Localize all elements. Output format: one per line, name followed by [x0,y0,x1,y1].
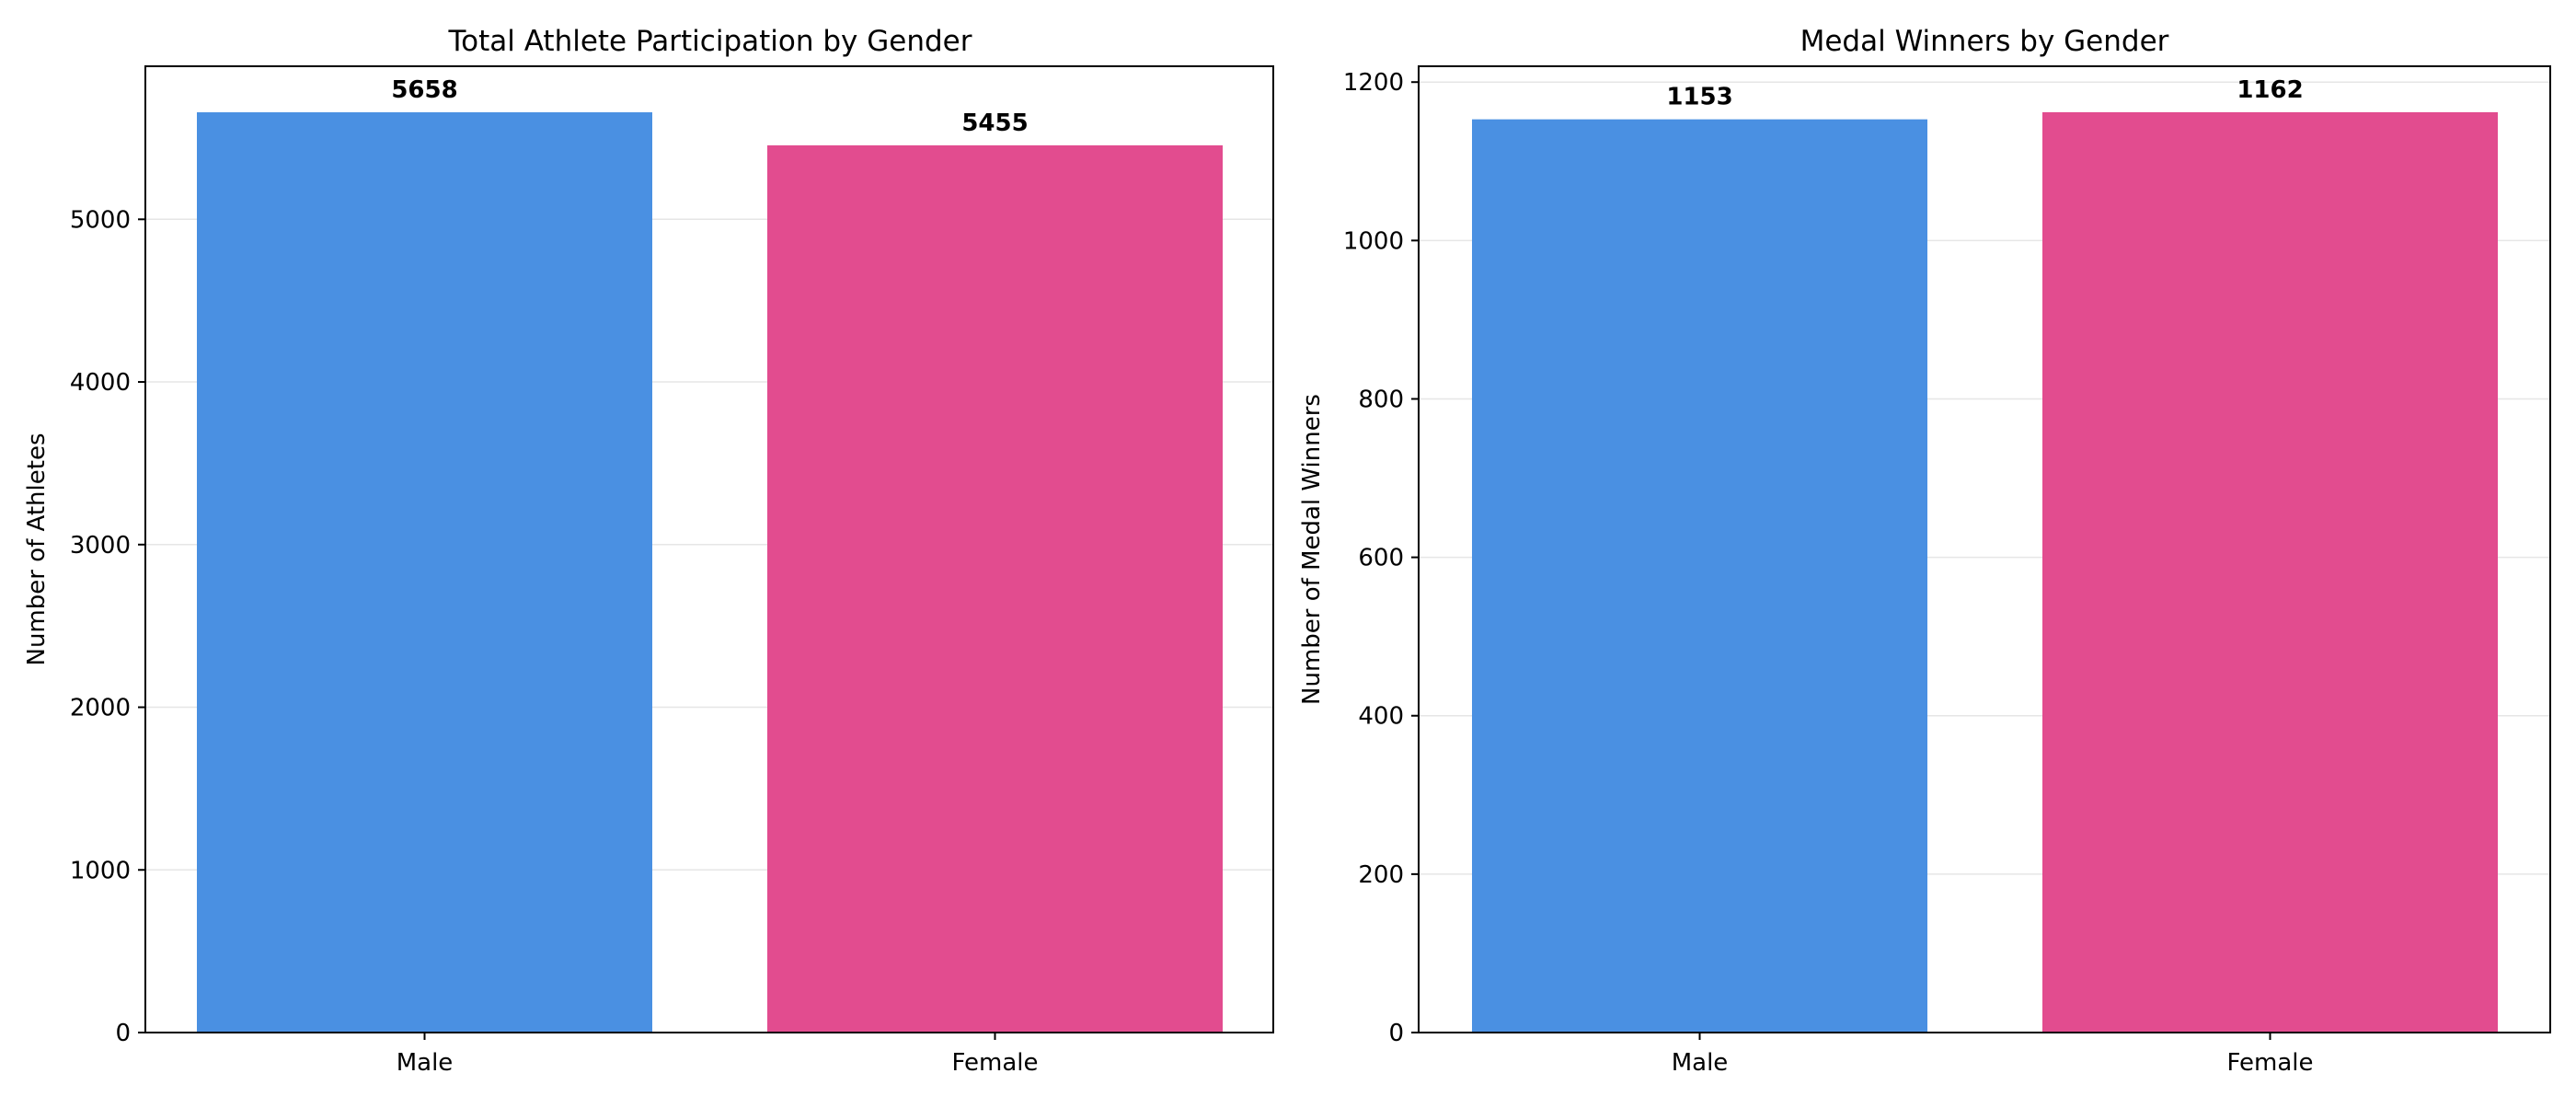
participation-value-label: 5455 [961,110,1028,137]
medal-winners-x-tick-label-female: Female [2226,1049,2313,1077]
medal-winners-y-tick-label: 600 [1358,545,1404,572]
medal-winners-bar-female [2042,111,2498,1033]
medal-winners-chart-panel: Medal Winners by Gender Number of Medal … [1298,25,2551,1077]
medal-winners-y-tick-label: 200 [1358,861,1404,889]
medal-winners-bar-male [1472,119,1927,1033]
participation-bar-female [767,144,1223,1033]
participation-y-tick-label: 5000 [70,206,131,234]
medal-winners-value-label: 1162 [2237,76,2303,104]
participation-y-axis-label: Number of Athletes [23,433,51,666]
participation-chart-title: Total Athlete Participation by Gender [448,25,972,58]
medal-winners-value-label: 1153 [1666,84,1732,111]
participation-plot-frame [144,65,1274,1033]
medal-winners-y-tick-label: 400 [1358,703,1404,731]
participation-y-tick-label: 2000 [70,695,131,722]
medal-winners-plot-frame [1418,65,2551,1033]
participation-chart-panel: Total Athlete Participation by Gender Nu… [23,25,1274,1077]
participation-bar-male [197,112,652,1033]
medal-winners-y-axis-label: Number of Medal Winners [1298,394,1326,705]
medal-winners-x-tick-label-male: Male [1672,1049,1729,1077]
participation-value-label: 5658 [391,76,457,104]
participation-y-tick-label: 0 [115,1020,131,1047]
medal-winners-y-tick-label: 1200 [1343,69,1404,97]
medal-winners-chart-title: Medal Winners by Gender [1800,25,2169,58]
medal-winners-y-tick-label: 800 [1358,386,1404,413]
participation-x-tick-label-male: Male [397,1049,454,1077]
medal-winners-y-tick-label: 1000 [1343,227,1404,255]
participation-y-tick-label: 1000 [70,857,131,884]
participation-x-tick-label-female: Female [951,1049,1038,1077]
participation-y-tick-label: 4000 [70,369,131,397]
medal-winners-y-tick-label: 0 [1388,1020,1404,1047]
participation-y-tick-label: 3000 [70,532,131,560]
